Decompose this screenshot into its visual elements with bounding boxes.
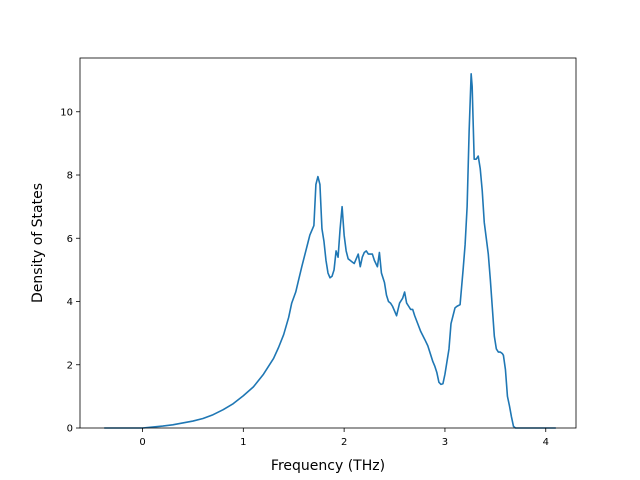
y-tick-label: 2 <box>67 360 73 371</box>
x-tick-label: 2 <box>341 437 347 448</box>
y-tick-label: 6 <box>67 234 73 245</box>
y-tick-label: 10 <box>60 107 73 118</box>
y-axis-ticks: 0 2 4 6 8 10 <box>60 107 80 435</box>
x-tick-label: 0 <box>139 437 145 448</box>
y-tick-label: 0 <box>67 424 73 435</box>
x-axis-ticks: 0 1 2 3 4 <box>139 428 549 448</box>
x-tick-label: 3 <box>442 437 448 448</box>
plot-frame <box>79 57 577 429</box>
y-tick-label: 8 <box>67 171 73 182</box>
y-axis-label: Density of States <box>30 183 46 303</box>
plot-area <box>80 58 576 428</box>
series-layer <box>104 73 556 429</box>
x-tick-label: 4 <box>543 437 549 448</box>
x-axis-label: Frequency (THz) <box>271 458 385 474</box>
x-tick-label: 1 <box>240 437 246 448</box>
series-line-0 <box>104 73 556 429</box>
y-tick-label: 4 <box>67 297 73 308</box>
